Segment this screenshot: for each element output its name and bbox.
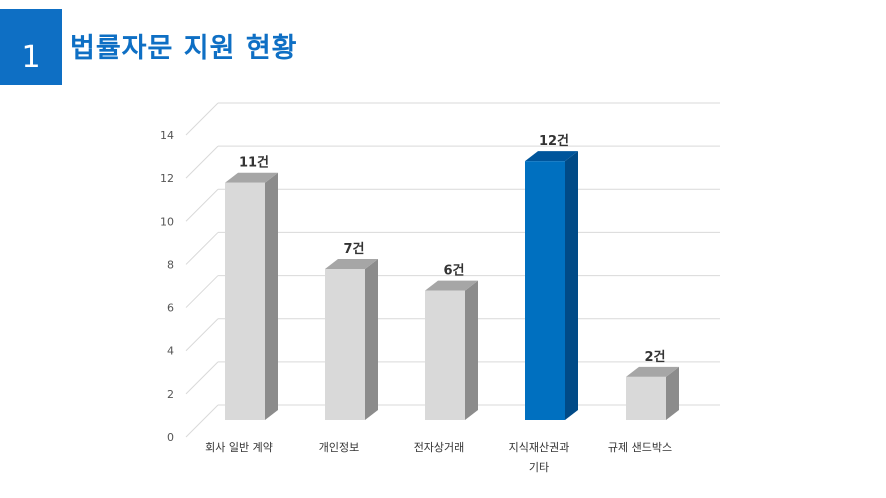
section-number: 1 [21, 39, 41, 75]
bar [425, 290, 465, 420]
y-tick-label: 4 [167, 345, 174, 358]
category-label: 지식재산권과 [509, 441, 570, 454]
section-number-badge: 1 [0, 9, 62, 85]
bar [626, 376, 666, 420]
gridline-diagonal [185, 361, 219, 395]
y-tick-label: 8 [167, 258, 174, 271]
y-tick-label: 10 [160, 215, 174, 228]
category-label: 전자상거래 [414, 441, 465, 454]
data-label: 6건 [443, 263, 464, 279]
gridline-diagonal [185, 145, 219, 179]
data-label: 7건 [343, 241, 364, 257]
bar-side [465, 280, 478, 420]
gridline-diagonal [185, 188, 219, 222]
category-label: 기타 [529, 461, 549, 474]
y-tick-label: 0 [167, 431, 174, 444]
category-label: 회사 일반 계약 [205, 440, 273, 454]
page-title: 법률자문 지원 현황 [70, 33, 298, 64]
gridline-diagonal [185, 102, 219, 136]
bar [225, 182, 265, 420]
y-tick-label: 2 [167, 388, 174, 401]
bar-side [365, 259, 378, 420]
category-label: 규제 샌드박스 [608, 441, 672, 454]
gridline-diagonal [185, 275, 219, 308]
bar [325, 269, 365, 420]
bar-top [525, 151, 578, 162]
bar-top [325, 259, 378, 269]
data-label: 12건 [539, 133, 569, 149]
bar-top [225, 172, 278, 183]
gridline-diagonal [185, 318, 219, 352]
bar [525, 161, 565, 420]
bar-side [265, 172, 278, 420]
y-tick-label: 12 [160, 172, 174, 185]
bar-side [565, 151, 578, 420]
gridline-diagonal [185, 404, 219, 438]
y-tick-label: 6 [167, 302, 174, 315]
gridline-diagonal [185, 232, 219, 265]
bar-top [626, 366, 679, 377]
category-label: 개인정보 [319, 441, 359, 454]
data-label: 11건 [239, 155, 269, 171]
bar-top [425, 280, 478, 291]
data-label: 2건 [644, 349, 665, 365]
y-tick-label: 14 [160, 129, 174, 142]
bar-side [666, 366, 679, 420]
